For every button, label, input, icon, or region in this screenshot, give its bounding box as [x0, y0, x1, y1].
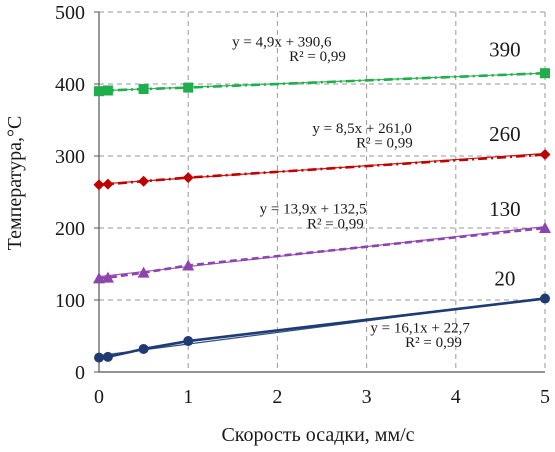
data-point [102, 351, 113, 362]
x-tick-label: 0 [94, 386, 104, 408]
series-label-130: 130 [489, 197, 521, 221]
x-tick-label: 5 [540, 386, 550, 408]
x-axis-title: Скорость осадки, мм/с [221, 424, 414, 446]
trend-equation-20: y = 16,1x + 22,7 [370, 320, 470, 336]
series-line-130 [98, 226, 546, 280]
data-point [182, 172, 194, 184]
trend-equation-130: y = 13,9x + 132,5 [260, 202, 367, 218]
y-axis-title: Температура,°С [4, 116, 26, 251]
data-point [94, 352, 104, 363]
data-point [183, 336, 194, 347]
data-point [94, 86, 104, 97]
x-tick-label: 1 [183, 386, 193, 408]
axes [94, 11, 545, 373]
series-label-20: 20 [494, 267, 515, 291]
trend-equation-260: y = 8,5x + 261,0 [312, 121, 411, 137]
data-point [539, 149, 551, 161]
trend-equation-390: y = 4,9x + 390,6 [232, 35, 332, 51]
data-point [182, 259, 195, 271]
data-point [183, 82, 194, 93]
x-tick-label: 2 [272, 386, 282, 408]
data-point [102, 178, 114, 190]
series-line-260 [98, 153, 546, 187]
series-layer [93, 68, 551, 363]
data-point [540, 68, 550, 79]
series-label-260: 260 [489, 122, 521, 146]
y-tick-label: 100 [55, 290, 85, 312]
series-260 [93, 149, 551, 191]
data-point [138, 343, 149, 354]
trend-r2-20: R² = 0,99 [405, 335, 462, 351]
series-390 [94, 68, 550, 97]
y-tick-label: 500 [55, 2, 85, 24]
data-point [540, 293, 550, 304]
data-point [93, 272, 105, 284]
data-point [137, 266, 150, 278]
trend-r2-260: R² = 0,99 [356, 135, 413, 151]
series-label-390: 390 [489, 38, 521, 62]
grid [99, 11, 546, 372]
y-tick-label: 300 [55, 146, 85, 168]
x-tick-label: 4 [451, 386, 461, 408]
trend-r2-130: R² = 0,99 [307, 217, 364, 233]
x-tick-label: 3 [362, 386, 372, 408]
y-tick-label: 0 [75, 362, 85, 384]
data-point [138, 175, 150, 187]
labels-layer: 0 100 200 300 400 500 0 1 2 3 4 5 390 y = 4,9x + 390,… [55, 2, 550, 408]
data-point [102, 85, 113, 96]
data-point [93, 179, 105, 191]
trend-r2-390: R² = 0,99 [289, 49, 346, 65]
series-130 [93, 222, 551, 284]
y-tick-label: 400 [55, 74, 85, 96]
y-tick-label: 200 [55, 218, 85, 240]
data-point [138, 84, 149, 95]
series-line-20 [98, 297, 546, 359]
data-point [539, 222, 551, 233]
data-point [101, 271, 114, 283]
series-20 [94, 293, 550, 363]
